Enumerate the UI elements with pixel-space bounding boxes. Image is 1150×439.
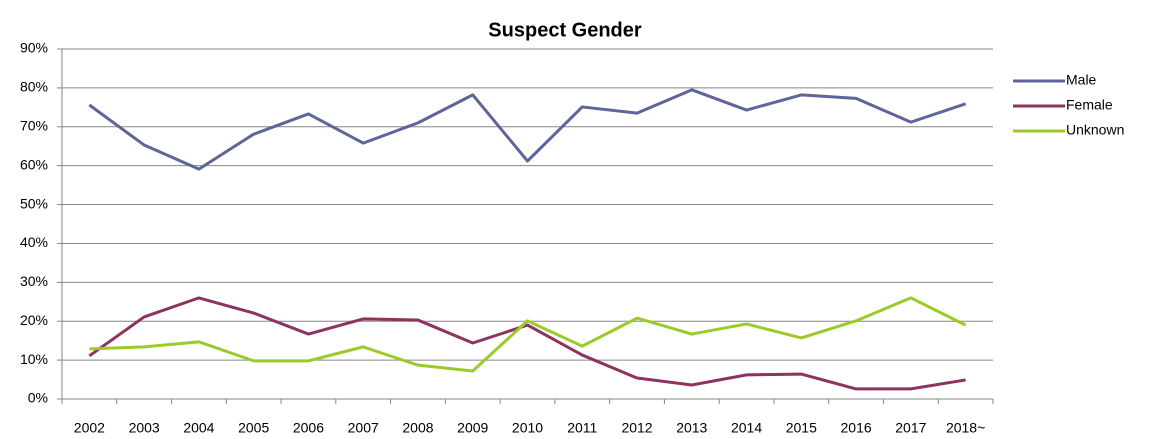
- legend-label: Unknown: [1066, 122, 1124, 138]
- series-line: [89, 296, 967, 373]
- y-tick-label: 30%: [20, 273, 48, 289]
- y-tick-label: 70%: [20, 117, 48, 133]
- x-tick-label: 2015: [786, 420, 817, 436]
- x-tick-label: 2003: [129, 420, 160, 436]
- x-tick-label: 2013: [676, 420, 707, 436]
- x-tick-label: 2012: [621, 420, 652, 436]
- y-tick-label: 50%: [20, 195, 48, 211]
- x-tick-label: 2008: [402, 420, 433, 436]
- y-tick-label: 10%: [20, 351, 48, 367]
- x-tick-label: 2004: [183, 420, 214, 436]
- x-tick-label: 2009: [457, 420, 488, 436]
- legend-label: Male: [1066, 72, 1097, 88]
- y-tick-label: 80%: [20, 79, 48, 95]
- y-tick-label: 20%: [20, 312, 48, 328]
- x-tick-label: 2011: [567, 420, 597, 436]
- y-tick-label: 0%: [28, 390, 48, 406]
- x-tick-label: 2007: [348, 420, 379, 436]
- y-tick-label: 40%: [20, 234, 48, 250]
- x-tick-label: 2010: [512, 420, 543, 436]
- x-tick-label: 2018~: [946, 420, 985, 436]
- legend-label: Female: [1066, 97, 1113, 113]
- x-tick-label: 2014: [731, 420, 762, 436]
- y-tick-label: 60%: [20, 156, 48, 172]
- x-tick-label: 2006: [293, 420, 324, 436]
- x-tick-label: 2002: [74, 420, 105, 436]
- x-tick-label: 2017: [895, 420, 926, 436]
- x-tick-label: 2005: [238, 420, 269, 436]
- chart-title: Suspect Gender: [488, 19, 642, 41]
- series-line: [88, 296, 966, 391]
- x-tick-label: 2016: [841, 420, 872, 436]
- y-tick-label: 90%: [20, 40, 48, 56]
- series-line: [88, 88, 967, 171]
